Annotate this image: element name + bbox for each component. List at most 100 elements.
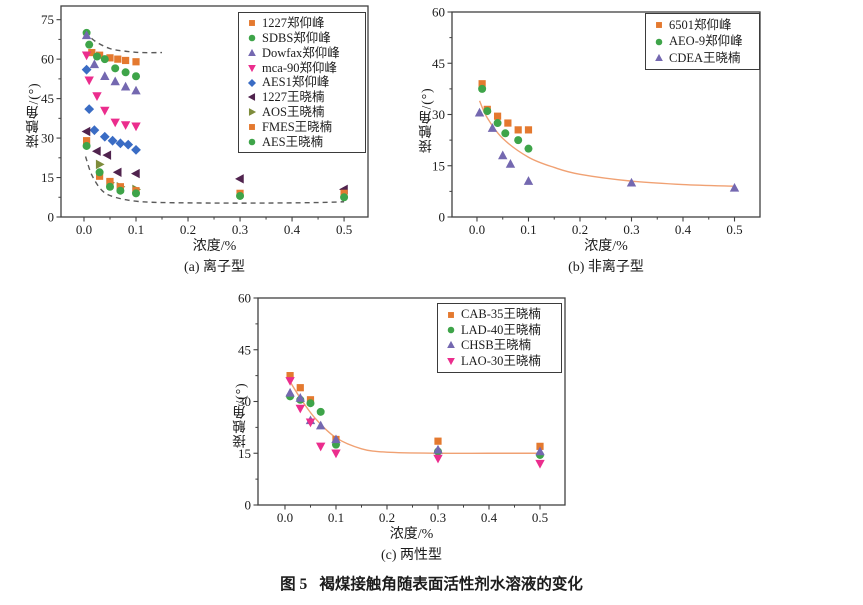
data-point (315, 442, 326, 452)
chart-a-ionic: 接触角/(°) 0.0 0.1 0.2 0.3 0.4 0.5 0 15 30 45 60 75 12… (10, 0, 433, 278)
data-point (100, 71, 110, 80)
data-point (120, 121, 131, 130)
figure-caption-label: 图 5 (280, 576, 308, 593)
legend-label: AES王晓楠 (262, 134, 324, 149)
data-point (498, 150, 508, 160)
data-point (340, 193, 349, 202)
data-point (132, 58, 140, 66)
figure-caption-text: 褐煤接触角随表面活性剂水溶液的变化 (319, 576, 583, 593)
legend-marker-shape (249, 124, 255, 130)
chart-c-amphoteric: 接触角/(°) 0.0 0.1 0.2 0.3 0.4 0.5 0 15 30 45 60 CAB-… (225, 285, 593, 567)
y-tick-label: 0 (245, 498, 252, 513)
circle-legend-marker-icon (248, 34, 256, 42)
data-point (120, 81, 131, 91)
legend-item: CAB-35王晓楠 (444, 307, 556, 322)
legend-marker-shape (447, 326, 455, 334)
legend-marker-shape (247, 78, 257, 87)
legend-marker-shape (655, 53, 663, 62)
y-tick-label: 45 (41, 91, 54, 106)
data-point (92, 92, 102, 101)
data-point (114, 55, 122, 63)
data-point (95, 159, 105, 170)
data-point (89, 125, 100, 136)
chart-a-plot-svg: 0.0 0.1 0.2 0.3 0.4 0.5 0 15 30 45 60 75 (41, 5, 369, 237)
legend-label: mca-90郑仰峰 (262, 60, 337, 75)
legend-label: AEO-9郑仰峰 (669, 34, 743, 49)
data-point (131, 168, 140, 179)
square-legend-marker-icon (448, 311, 454, 318)
data-point (100, 106, 110, 116)
data-point (524, 144, 533, 153)
data-point (81, 126, 91, 137)
y-tick-label: 15 (238, 446, 251, 461)
data-point (99, 131, 110, 142)
x-tick-label: 0.5 (336, 222, 352, 237)
y-tick-label: 60 (41, 52, 54, 67)
legend-item: AOS王晓楠 (245, 105, 360, 120)
data-point (729, 182, 740, 192)
data-point (82, 141, 91, 150)
data-point (106, 54, 114, 62)
legend-item: AES王晓楠 (245, 134, 360, 149)
x-tick-label: 0.4 (284, 222, 301, 237)
chart-b-nonionic: 接触角/(°) 0.0 0.1 0.2 0.3 0.4 0.5 0 15 30 45 60 6501… (415, 0, 863, 278)
y-tick-label: 30 (41, 131, 54, 146)
legend-item: CHSB王晓楠 (444, 338, 556, 353)
legend-marker-shape (247, 93, 256, 102)
x-tick-label: 0.1 (328, 510, 344, 525)
chart-c-x-axis-label: 浓度/% (389, 527, 434, 542)
y-tick-label: 0 (48, 210, 55, 225)
data-point (116, 186, 125, 195)
x-tick-label: 0.0 (277, 510, 293, 525)
triangle-up-legend-marker-icon (447, 341, 455, 349)
data-point (88, 48, 96, 57)
x-tick-label: 0.3 (430, 510, 446, 525)
data-point (493, 119, 502, 128)
legend-label: AES1郑仰峰 (262, 75, 330, 90)
legend-label: LAD-40王晓楠 (461, 322, 541, 337)
chart-b-plot-svg: 0.0 0.1 0.2 0.3 0.4 0.5 0 15 30 45 60 (432, 5, 761, 237)
data-point (115, 138, 126, 149)
legend-label: LAO-30王晓楠 (461, 353, 541, 368)
data-point (514, 126, 522, 134)
y-tick-label: 30 (432, 107, 445, 122)
y-tick-label: 75 (41, 12, 54, 27)
data-point (285, 377, 295, 386)
triangle-left-legend-marker-icon (247, 93, 256, 102)
circle-legend-marker-icon (447, 326, 455, 334)
data-point (483, 107, 492, 116)
legend-label: 1227郑仰峰 (262, 16, 325, 31)
legend-label: SDBS郑仰峰 (262, 30, 331, 45)
data-point (111, 64, 120, 73)
data-point (487, 123, 498, 132)
legend-marker-shape (448, 311, 454, 318)
data-point (535, 446, 545, 456)
data-point (514, 136, 523, 145)
data-point (131, 145, 141, 155)
triangle-down-legend-marker-icon (248, 64, 256, 72)
legend-label: CDEA王晓楠 (669, 50, 741, 65)
data-point (84, 104, 95, 115)
legend-marker-shape (248, 138, 256, 146)
data-point (505, 159, 516, 168)
legend-item: LAO-30王晓楠 (444, 353, 556, 368)
data-point (92, 52, 101, 61)
legend-item: 1227王晓楠 (245, 90, 360, 105)
chart-b-legend: 6501郑仰峰 AEO-9郑仰峰 CDEA王晓楠 (645, 13, 760, 71)
data-point (474, 107, 485, 117)
data-point (106, 177, 114, 186)
legend-marker-shape (248, 108, 257, 117)
legend-marker-shape (447, 341, 455, 349)
data-point (504, 119, 512, 127)
chart-a-subcaption: (a) 离子型 (183, 260, 246, 275)
legend-label: CHSB王晓楠 (461, 338, 532, 353)
figure-caption: 图 5 褐煤接触角随表面活性剂水溶液的变化 (0, 572, 863, 594)
legend-marker-shape (249, 20, 255, 27)
x-tick-label: 0.4 (481, 510, 498, 525)
data-point (501, 129, 510, 138)
data-point (131, 85, 141, 95)
legend-marker-shape (447, 357, 455, 365)
data-point (84, 76, 94, 86)
data-point (81, 64, 92, 75)
data-point (305, 418, 316, 428)
